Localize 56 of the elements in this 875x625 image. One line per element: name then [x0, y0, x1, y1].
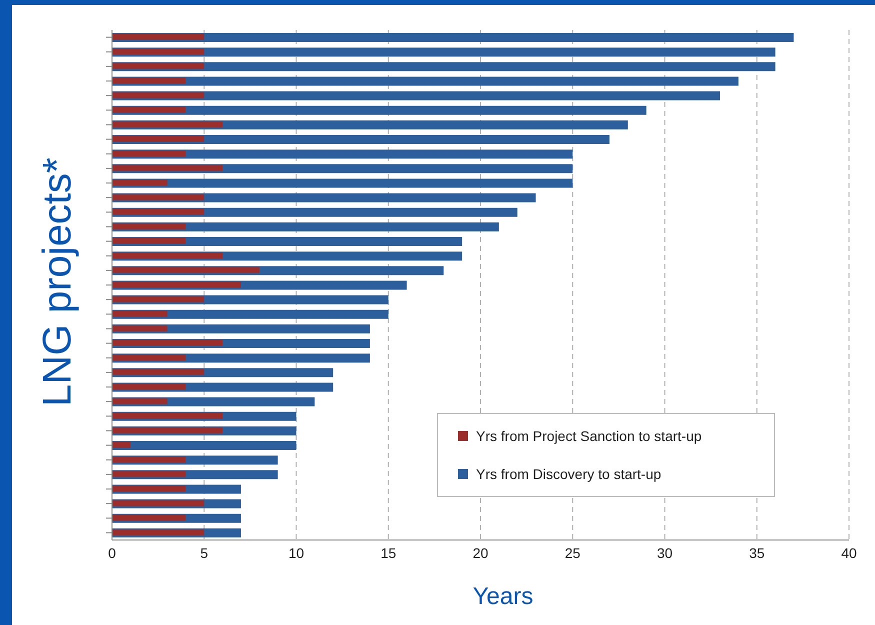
- x-tick-label: 10: [288, 544, 304, 561]
- bar: [112, 106, 646, 115]
- bar: [112, 91, 720, 100]
- bar: [112, 136, 204, 142]
- x-tick-label: 0: [108, 544, 116, 561]
- bar: [112, 514, 186, 521]
- bar: [112, 165, 223, 172]
- bar: [112, 76, 738, 86]
- bar: [112, 150, 186, 157]
- bar: [112, 62, 776, 72]
- bar: [112, 441, 296, 450]
- bar: [112, 78, 186, 84]
- y-axis-title: LNG projects*: [36, 158, 80, 406]
- bar: [112, 150, 573, 159]
- bar: [112, 63, 204, 70]
- x-tick-label: 35: [749, 544, 765, 561]
- bar: [112, 194, 204, 200]
- bar: [112, 340, 223, 346]
- bar: [112, 384, 186, 390]
- bar: [112, 369, 204, 376]
- x-axis-title: Years: [472, 583, 534, 611]
- bar: [112, 33, 794, 42]
- bar: [112, 427, 223, 434]
- bar: [112, 296, 204, 302]
- bar: [112, 34, 204, 40]
- bar: [112, 238, 186, 244]
- x-tick-label: 20: [472, 544, 488, 561]
- x-tick-label: 30: [656, 544, 673, 561]
- bar: [112, 500, 204, 506]
- bar: [112, 442, 130, 448]
- legend-label: Yrs from Discovery to start-up: [476, 466, 662, 482]
- bar: [112, 310, 168, 317]
- x-tick-label: 25: [564, 544, 581, 561]
- bar: [112, 486, 186, 492]
- x-tick-label: 5: [200, 544, 208, 561]
- bar: [112, 178, 573, 188]
- bar: [112, 412, 223, 419]
- legend-label: Yrs from Project Sanction to start-up: [476, 428, 702, 444]
- bar: [112, 267, 260, 274]
- bar: [112, 208, 204, 215]
- bar: [112, 48, 204, 55]
- bar: [112, 92, 204, 98]
- bar: [112, 325, 168, 332]
- bar: [112, 223, 186, 230]
- bar: [112, 529, 204, 536]
- bar: [112, 456, 186, 463]
- bar: [112, 106, 186, 113]
- x-tick-label: 15: [380, 544, 396, 561]
- x-tick-label: 40: [841, 544, 857, 561]
- bar: [112, 180, 168, 186]
- bar: [112, 282, 241, 288]
- bar: [112, 252, 223, 259]
- bar: [112, 471, 186, 478]
- bar: [112, 121, 223, 128]
- bar: [112, 354, 186, 361]
- bar: [112, 398, 168, 404]
